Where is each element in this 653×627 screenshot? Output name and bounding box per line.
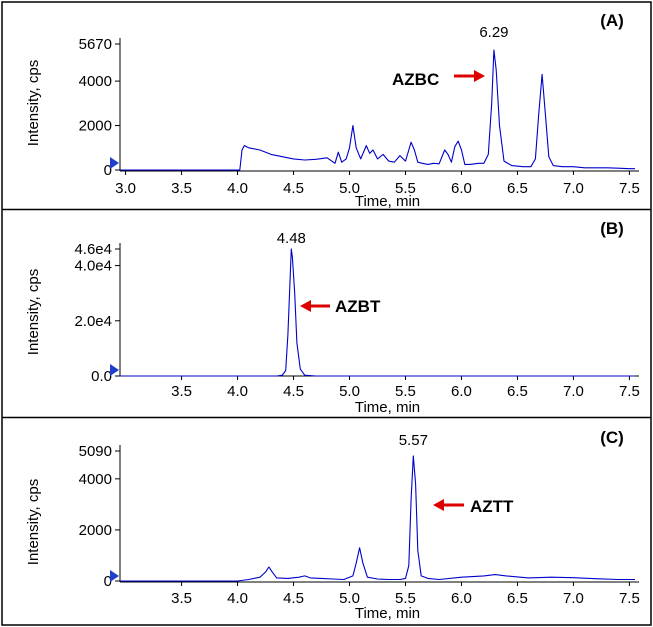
x-tick-label: 6.5 <box>507 180 528 197</box>
y-tick-label: 0.0 <box>91 368 112 385</box>
compound-label: AZTT <box>470 497 514 516</box>
x-tick-label: 4.5 <box>283 383 304 400</box>
y-tick-label: 0 <box>104 162 112 179</box>
panel-label: (B) <box>600 219 624 238</box>
x-tick-label: 6.5 <box>507 383 528 400</box>
red-arrow-head-icon <box>433 499 444 511</box>
x-tick-label: 5.5 <box>395 180 416 197</box>
axis-marker-icon <box>110 157 119 169</box>
x-tick-label: 5.0 <box>339 180 360 197</box>
x-tick-label: 7.5 <box>619 383 640 400</box>
y-tick-label: 4000 <box>79 73 112 90</box>
panel-label: (A) <box>600 11 624 30</box>
x-tick-label: 5.0 <box>339 590 360 607</box>
y-tick-label: 2000 <box>79 522 112 539</box>
y-tick-label: 5670 <box>79 36 112 53</box>
x-axis-title: Time, min <box>355 193 420 210</box>
y-tick-label: 5090 <box>79 443 112 460</box>
y-axis-title: Intensity, cps <box>25 60 42 146</box>
compound-label: AZBT <box>335 297 381 316</box>
x-tick-label: 4.0 <box>227 180 248 197</box>
x-tick-label: 4.0 <box>227 383 248 400</box>
y-tick-label: 0 <box>104 573 112 590</box>
x-tick-label: 6.0 <box>451 383 472 400</box>
x-tick-label: 6.5 <box>507 590 528 607</box>
x-axis-title: Time, min <box>355 399 420 416</box>
x-tick-label: 3.5 <box>171 383 192 400</box>
y-axis-title: Intensity, cps <box>25 479 42 565</box>
x-tick-label: 3.5 <box>171 590 192 607</box>
red-arrow-head-icon <box>474 70 485 82</box>
y-tick-label: 4.0e4 <box>74 258 112 275</box>
x-tick-label: 4.5 <box>283 590 304 607</box>
peak-label: 5.57 <box>399 432 428 449</box>
y-tick-label: 2000 <box>79 118 112 135</box>
x-tick-label: 6.0 <box>451 180 472 197</box>
panel-label: (C) <box>600 428 624 447</box>
x-tick-label: 7.0 <box>563 590 584 607</box>
y-tick-label: 4.6e4 <box>74 241 112 258</box>
chart-panel-c: 0 2000 4000 5090 3.5 4.0 4.5 5.0 5.5 6.0 6.5 7.0 7.5… <box>25 428 640 622</box>
peak-label: 4.48 <box>277 230 306 247</box>
x-tick-label: 3.5 <box>171 180 192 197</box>
chromatogram-line <box>120 49 635 171</box>
x-tick-label: 4.5 <box>283 180 304 197</box>
x-tick-label: 7.0 <box>563 383 584 400</box>
y-tick-label: 4000 <box>79 471 112 488</box>
y-tick-label: 2.0e4 <box>74 313 112 330</box>
x-tick-label: 5.5 <box>395 383 416 400</box>
x-tick-label: 6.0 <box>451 590 472 607</box>
chart-panel-a: 0 2000 4000 5670 3.0 3.5 4.0 4.5 5.0 5.5 6.0 6.5 7.0… <box>25 11 640 210</box>
x-tick-label: 7.5 <box>619 590 640 607</box>
chromatogram-line <box>120 248 635 377</box>
axis-marker-icon <box>110 364 119 376</box>
peak-label: 6.29 <box>479 24 508 41</box>
x-tick-label: 7.0 <box>563 180 584 197</box>
red-arrow-head-icon <box>300 300 311 312</box>
x-tick-label: 5.0 <box>339 383 360 400</box>
x-tick-label: 7.5 <box>619 180 640 197</box>
x-tick-label: 3.0 <box>115 180 136 197</box>
axis-marker-icon <box>110 570 119 582</box>
x-axis-title: Time, min <box>355 605 420 622</box>
chromatogram-line <box>120 455 635 582</box>
x-tick-label: 4.0 <box>227 590 248 607</box>
compound-label: AZBC <box>392 70 439 89</box>
x-tick-label: 5.5 <box>395 590 416 607</box>
y-axis-title: Intensity, cps <box>25 269 42 355</box>
